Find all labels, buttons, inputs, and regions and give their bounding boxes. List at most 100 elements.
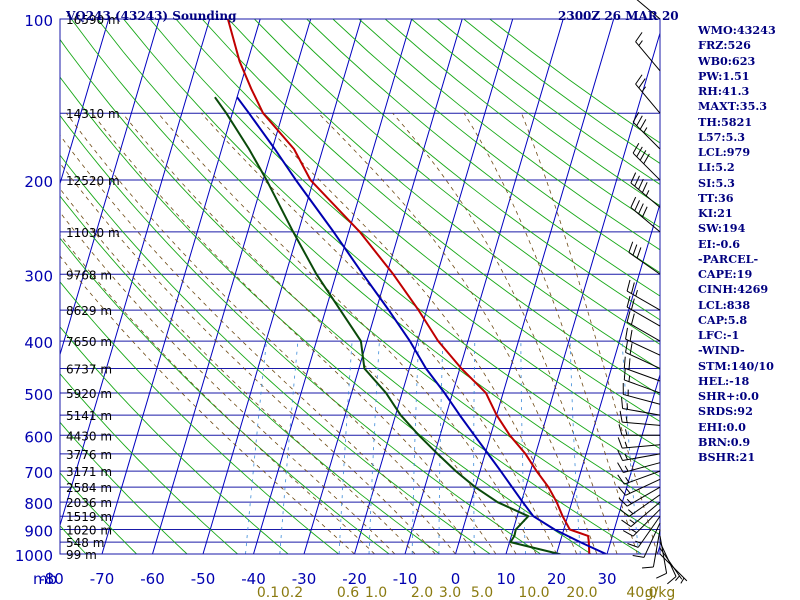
wind-barb-flag xyxy=(635,32,643,43)
isotherm-line xyxy=(152,19,312,554)
wind-barb xyxy=(635,32,661,72)
moist-adiabat xyxy=(392,112,618,554)
wind-barb xyxy=(626,295,661,327)
height-label: 548 m xyxy=(66,536,104,550)
wind-barb-flag xyxy=(626,310,631,323)
height-label: 3171 m xyxy=(66,465,112,479)
wind-barb-half-flag xyxy=(638,40,643,46)
pressure-tick-label: 300 xyxy=(24,267,53,285)
wind-barb xyxy=(635,74,661,114)
wind-barb-staff xyxy=(643,522,661,558)
wind-barb-staff xyxy=(630,207,661,233)
wind-barb-staff xyxy=(635,83,661,114)
wind-barb-flag xyxy=(630,196,637,208)
wind-barb-half-flag xyxy=(631,529,637,534)
index-item: CAP:5.8 xyxy=(698,312,748,327)
wind-barb-half-flag xyxy=(645,190,650,197)
mixing-ratio-label: 3.0 xyxy=(439,585,461,600)
wind-barb-flag xyxy=(617,462,624,473)
wind-barb-staff xyxy=(628,252,661,275)
wind-barb-flag xyxy=(632,244,638,256)
wind-barb-staff xyxy=(652,529,661,568)
wind-barb xyxy=(617,449,661,461)
wind-barb-half-flag xyxy=(641,86,647,93)
dry-adiabat xyxy=(123,19,660,478)
index-item: LI:5.2 xyxy=(698,160,735,175)
temperature-profile xyxy=(226,19,591,554)
wind-barb-half-flag xyxy=(624,441,628,448)
index-item: FRZ:526 xyxy=(698,38,751,53)
plot-frame xyxy=(59,18,661,555)
mixing-ratio-label: g/kg xyxy=(645,585,676,600)
index-item: RH:41.3 xyxy=(698,84,750,98)
wind-barb-flag xyxy=(621,519,632,527)
dry-adiabat xyxy=(60,373,238,554)
wind-barb-staff xyxy=(632,121,661,150)
wind-barb-staff xyxy=(624,379,661,394)
wind-barb-flag xyxy=(639,119,647,130)
moist-adiabat xyxy=(521,113,658,554)
indices-panel: WMO:43243 FRZ:526 WB0:623 PW:1.51 RH:41.3 MAX… xyxy=(698,23,776,465)
height-label: 1020 m xyxy=(66,524,112,538)
sounding-profiles xyxy=(214,19,607,554)
index-item: LCL:838 xyxy=(698,297,751,312)
wind-barb xyxy=(632,143,661,181)
index-item: L57:5.3 xyxy=(698,129,746,144)
mixing-ratio-label: 10.0 xyxy=(518,585,549,600)
wind-barb-flag xyxy=(643,153,650,165)
wind-barb xyxy=(619,494,661,517)
wind-barb xyxy=(621,501,661,527)
height-label: 11030 m xyxy=(66,226,120,240)
wind-barb-flag xyxy=(617,437,623,449)
index-item: SRDS:92 xyxy=(698,404,753,419)
wind-barb-half-flag xyxy=(680,577,685,584)
wind-barb xyxy=(632,522,661,558)
wind-barb-half-flag xyxy=(627,509,634,515)
height-label: 12520 m xyxy=(66,174,120,188)
wind-barb-staff xyxy=(625,351,661,369)
isotherm-line xyxy=(0,19,8,554)
index-item: CINH:4269 xyxy=(698,282,769,297)
index-item: WMO:43243 xyxy=(698,23,776,37)
isotherm-line xyxy=(303,19,463,554)
temperature-tick-label: 0 xyxy=(451,570,461,588)
index-item: LCL:979 xyxy=(698,145,751,159)
moist-adiabat xyxy=(60,134,456,554)
dry-adiabat xyxy=(60,421,188,554)
wind-barb xyxy=(619,410,661,426)
moist-adiabat xyxy=(122,112,517,554)
wind-barb-staff xyxy=(628,494,661,517)
wind-barb-flag xyxy=(629,329,633,342)
wind-barb-flag xyxy=(638,203,644,215)
wind-barb-flag xyxy=(623,368,626,380)
wind-barb xyxy=(622,383,661,405)
wind-barb-staff xyxy=(626,290,661,311)
wind-barb-flag xyxy=(622,530,634,537)
wind-barb-flag xyxy=(625,341,628,353)
mixing-ratio-label: 0.2 xyxy=(281,585,303,600)
isotherm-line xyxy=(354,19,514,554)
index-item: KI:21 xyxy=(698,206,733,220)
wind-barb-flag xyxy=(639,150,647,161)
wind-barb-staff xyxy=(630,182,661,208)
index-item: SHR+:0.0 xyxy=(698,389,759,403)
wind-barb xyxy=(618,424,660,436)
station-title: VQ243 (43243) Sounding xyxy=(66,9,237,23)
mixing-ratio-line xyxy=(569,341,581,554)
dry-adiabat xyxy=(306,19,660,297)
wind-barb-half-flag xyxy=(624,465,629,472)
wind-barb xyxy=(642,529,661,569)
wind-barb-flag xyxy=(619,508,630,517)
wind-barb-staff xyxy=(659,535,668,574)
temperature-tick-label: -50 xyxy=(191,570,216,588)
temperature-tick-label: 10 xyxy=(496,570,515,588)
mixing-ratio-line xyxy=(621,341,640,554)
wind-barb-staff xyxy=(636,0,661,20)
wind-barb xyxy=(627,515,661,548)
dry-adiabat xyxy=(60,195,440,554)
wind-barbs xyxy=(617,0,688,585)
pressure-tick-label: 600 xyxy=(24,428,53,446)
index-item: BRN:0.9 xyxy=(698,434,751,449)
index-item: PW:1.51 xyxy=(698,68,750,83)
wind-barb-staff xyxy=(622,408,661,416)
